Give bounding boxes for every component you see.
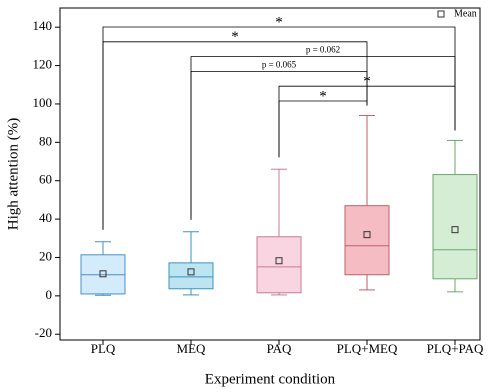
mean-marker	[99, 270, 107, 278]
significance-label: *	[275, 14, 283, 30]
mean-marker	[451, 226, 459, 234]
plot-frame	[59, 7, 481, 341]
y-tick-label: 40	[39, 210, 52, 225]
x-tick-label: PAQ	[267, 341, 292, 356]
x-tick-label: MEQ	[177, 341, 207, 356]
significance-bracket	[190, 71, 368, 220]
y-tick-label: 0	[46, 287, 53, 302]
y-tick-label: 120	[33, 57, 53, 72]
significance-label: *	[231, 29, 239, 45]
significance-label: p = 0.065	[262, 59, 297, 69]
y-axis-label: High attention (%)	[5, 118, 21, 230]
x-tick-label: PLQ+MEQ	[337, 341, 398, 356]
mean-marker	[187, 268, 195, 276]
box	[344, 205, 390, 276]
box	[168, 262, 214, 290]
x-tick-label: PLQ+PAQ	[427, 341, 484, 356]
significance-label: *	[363, 74, 371, 90]
y-tick-label: 80	[39, 133, 52, 148]
y-tick-label: 100	[33, 95, 53, 110]
significance-label: p = 0.062	[306, 45, 340, 55]
significance-bracket	[190, 56, 456, 220]
y-tick-label: 20	[39, 248, 52, 263]
significance-label: *	[319, 88, 327, 104]
mean-marker	[275, 257, 283, 265]
legend-marker	[437, 10, 445, 18]
x-tick-label: PLQ	[91, 341, 116, 356]
y-tick-label: -20	[35, 325, 52, 340]
legend-label: Mean	[454, 8, 477, 19]
significance-bracket	[102, 41, 368, 230]
y-tick-label: 60	[39, 172, 52, 187]
mean-marker	[363, 231, 371, 239]
y-tick-label: 140	[33, 18, 53, 33]
box	[256, 236, 302, 294]
significance-bracket	[278, 100, 368, 158]
x-axis-label: Experiment condition	[205, 371, 336, 387]
